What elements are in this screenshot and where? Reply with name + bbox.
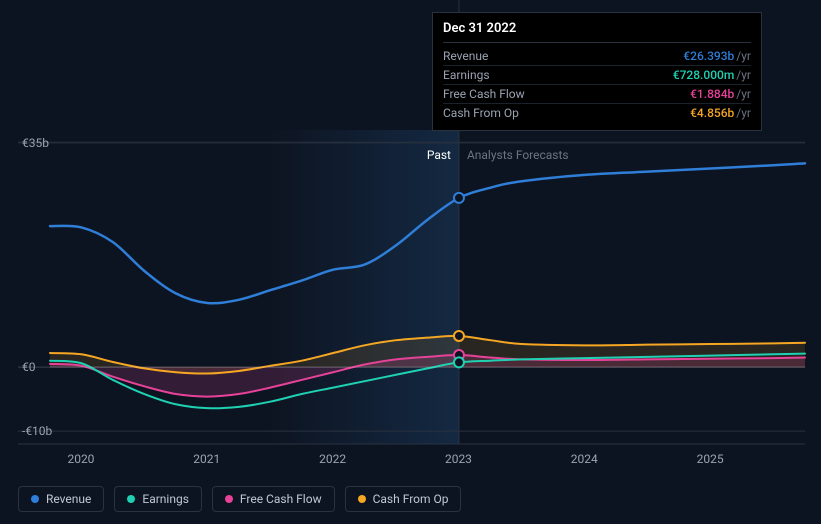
legend-label: Revenue [46,492,91,506]
tooltip-date: Dec 31 2022 [443,21,751,43]
x-axis-tick-label: 2020 [67,452,94,466]
tooltip-metric-value: €4.856b/yr [690,106,751,120]
x-axis-tick-label: 2024 [571,452,598,466]
tooltip-metric-value: €26.393b/yr [683,49,751,63]
legend-item-cash-from-op[interactable]: Cash From Op [345,486,462,512]
tooltip-metric-value: €728.000m/yr [673,68,751,82]
y-axis-tick-label: -€10b [22,424,52,438]
forecast-section-label: Analysts Forecasts [467,148,569,162]
x-axis-tick-label: 2022 [319,452,346,466]
tooltip-metric-label: Cash From Op [443,106,519,120]
tooltip-row: Revenue €26.393b/yr [443,47,751,66]
y-axis-tick-label: €35b [22,136,49,150]
legend-label: Cash From Op [373,492,449,506]
tooltip-metric-label: Revenue [443,49,488,63]
chart-legend: Revenue Earnings Free Cash Flow Cash From O… [18,486,461,512]
tooltip-metric-value: €1.884b/yr [690,87,751,101]
legend-dot-icon [127,495,135,503]
legend-label: Earnings [142,492,189,506]
x-axis-tick-label: 2025 [697,452,724,466]
tooltip-row: Cash From Op €4.856b/yr [443,104,751,122]
legend-dot-icon [31,495,39,503]
tooltip-row: Earnings €728.000m/yr [443,66,751,85]
tooltip-metric-label: Earnings [443,68,490,82]
tooltip-metric-label: Free Cash Flow [443,87,525,101]
legend-item-free-cash-flow[interactable]: Free Cash Flow [212,486,335,512]
y-axis-tick-label: €0 [22,360,36,374]
x-axis-tick-label: 2023 [445,452,472,466]
x-axis-tick-label: 2021 [193,452,220,466]
past-section-label: Past [427,148,451,162]
legend-item-revenue[interactable]: Revenue [18,486,104,512]
legend-dot-icon [225,495,233,503]
legend-dot-icon [358,495,366,503]
legend-item-earnings[interactable]: Earnings [114,486,202,512]
legend-label: Free Cash Flow [240,492,322,506]
chart-tooltip: Dec 31 2022 Revenue €26.393b/yr Earnings €7… [432,12,762,131]
tooltip-row: Free Cash Flow €1.884b/yr [443,85,751,104]
